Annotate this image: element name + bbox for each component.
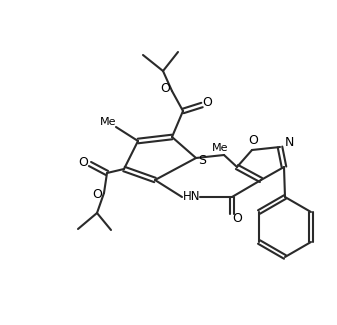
- Text: O: O: [248, 135, 258, 148]
- Text: N: N: [284, 136, 294, 149]
- Text: O: O: [160, 83, 170, 96]
- Text: O: O: [202, 97, 212, 110]
- Text: O: O: [92, 188, 102, 202]
- Text: O: O: [232, 212, 242, 225]
- Text: Me: Me: [100, 117, 116, 127]
- Text: O: O: [78, 155, 88, 168]
- Text: S: S: [198, 154, 206, 167]
- Text: HN: HN: [183, 189, 201, 202]
- Text: Me: Me: [212, 143, 228, 153]
